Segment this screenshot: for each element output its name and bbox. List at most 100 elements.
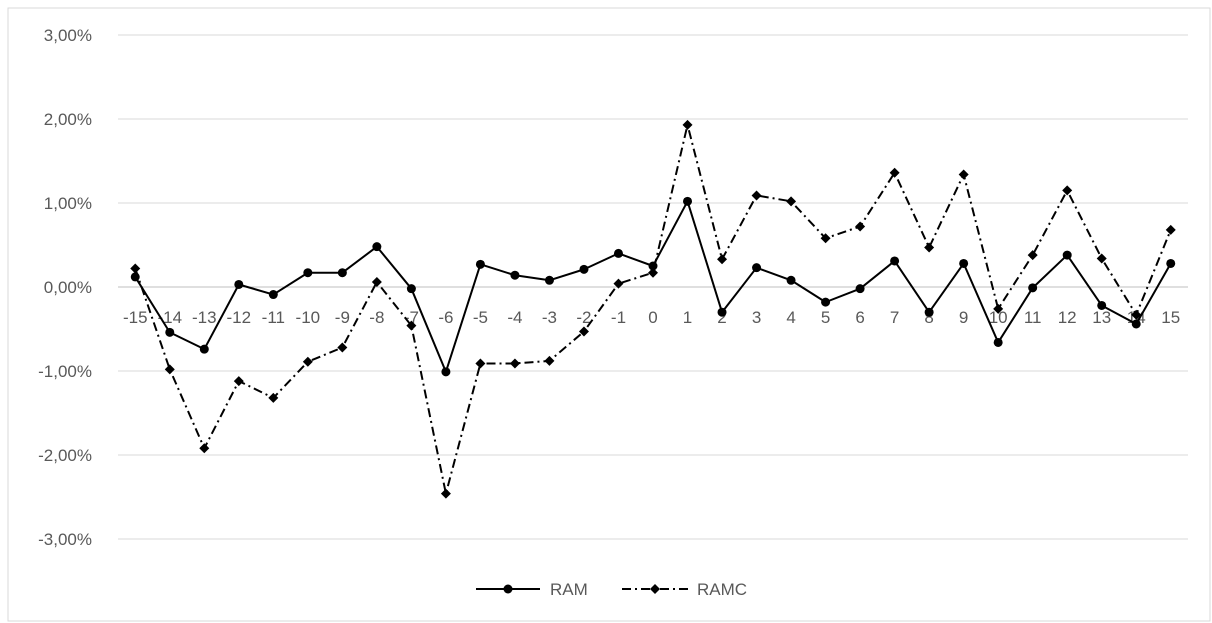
series-ram-point <box>1062 250 1072 260</box>
series-ram-point <box>890 256 900 266</box>
x-tick-label: 6 <box>855 308 864 327</box>
series-ramc-point <box>1165 224 1176 235</box>
x-tick-label: -2 <box>576 308 591 327</box>
x-tick-label: -1 <box>611 308 626 327</box>
series-ram-point <box>1166 258 1176 268</box>
series-ram-point <box>648 261 658 271</box>
y-tick-label: -3,00% <box>38 530 92 549</box>
series-ramc-point <box>820 233 831 244</box>
y-tick-label: -1,00% <box>38 362 92 381</box>
x-tick-label: 9 <box>959 308 968 327</box>
series-ram-point <box>717 307 727 317</box>
x-tick-label: 0 <box>648 308 657 327</box>
x-tick-label: 15 <box>1161 308 1180 327</box>
x-tick-label: -6 <box>438 308 453 327</box>
x-tick-label: -9 <box>335 308 350 327</box>
series-ramc-point <box>682 119 693 130</box>
series-ramc-point <box>1027 250 1038 261</box>
series-ramc-point <box>717 254 728 265</box>
series-ram-point <box>544 275 554 285</box>
x-tick-label: 1 <box>683 308 692 327</box>
series-ramc-point <box>855 221 866 232</box>
series-ram-point <box>475 259 485 269</box>
x-tick-label: 5 <box>821 308 830 327</box>
series-ram-point <box>959 258 969 268</box>
x-tick-label: 3 <box>752 308 761 327</box>
legend-ram-label: RAM <box>550 580 588 599</box>
y-tick-label: 3,00% <box>44 26 92 45</box>
x-tick-label: 13 <box>1092 308 1111 327</box>
series-ram-point <box>786 275 796 285</box>
x-tick-label: -10 <box>296 308 321 327</box>
series-ram-point <box>993 337 1003 347</box>
series-ramc-point <box>924 242 935 253</box>
series-ram-point <box>130 272 140 282</box>
series-ram-point <box>924 307 934 317</box>
series-group <box>130 119 1176 499</box>
y-tick-label: 0,00% <box>44 278 92 297</box>
series-ramc-point <box>1062 185 1073 196</box>
chart-border <box>7 7 1211 622</box>
series-ram-point <box>303 268 313 278</box>
series-ramc-point <box>509 358 520 369</box>
y-tick-label: 1,00% <box>44 194 92 213</box>
series-ram-point <box>510 270 520 280</box>
series-ramc-point <box>130 263 141 274</box>
series-ramc-point <box>958 169 969 180</box>
gridlines <box>118 34 1188 540</box>
series-ram-point <box>199 344 209 354</box>
series-ram-point <box>683 196 693 206</box>
x-tick-label: -12 <box>227 308 252 327</box>
series-ram-point <box>372 242 382 252</box>
series-ramc-point <box>406 320 417 331</box>
series-ram-point <box>234 279 244 289</box>
series-ramc-point <box>302 356 313 367</box>
x-tick-label: -13 <box>192 308 217 327</box>
series-ramc-point <box>993 303 1004 314</box>
series-ramc-point <box>1131 309 1142 320</box>
series-ramc-point <box>199 443 210 454</box>
series-ram-point <box>1131 319 1141 329</box>
y-axis-ticks: 3,00% 2,00% 1,00% 0,00% -1,00% -2,00% -3,00% <box>38 26 92 549</box>
series-ram-point <box>821 297 831 307</box>
series-ramc-point <box>475 358 486 369</box>
x-tick-label: -5 <box>473 308 488 327</box>
x-tick-label: 10 <box>989 308 1008 327</box>
legend: RAM RAMC <box>476 580 747 599</box>
series-ram-point <box>441 367 451 377</box>
x-axis-ticks: -15 -14 -13 -12 -11 -10 -9 -8 -7 -6 -5 -4 -3 -2 -1 0 1 2 3… <box>123 308 1180 327</box>
x-tick-label: -8 <box>369 308 384 327</box>
x-tick-label: 2 <box>717 308 726 327</box>
series-ramc-point <box>613 278 624 289</box>
y-tick-label: 2,00% <box>44 110 92 129</box>
series-ramc-point <box>889 167 900 178</box>
series-ramc-point <box>544 355 555 366</box>
series-ramc-point <box>578 326 589 337</box>
series-ram-point <box>165 327 175 337</box>
x-tick-label: 12 <box>1058 308 1077 327</box>
series-ram-point <box>1097 300 1107 310</box>
series-ramc-point <box>1096 253 1107 264</box>
series-ram-point <box>406 284 416 294</box>
x-tick-label: 11 <box>1024 308 1042 327</box>
series-ram-point <box>337 268 347 278</box>
y-tick-label: -2,00% <box>38 446 92 465</box>
series-ramc-point <box>164 364 175 375</box>
series-ram-point <box>268 290 278 300</box>
legend-ramc-label: RAMC <box>697 580 747 599</box>
series-ramc-point <box>440 488 451 499</box>
legend-ram-marker <box>503 584 513 594</box>
x-tick-label: -15 <box>123 308 148 327</box>
series-ram-point <box>855 284 865 294</box>
x-tick-label: -4 <box>507 308 522 327</box>
series-ramc-point <box>371 276 382 287</box>
series-ram-point <box>579 264 589 274</box>
series-ramc-point <box>233 376 244 387</box>
x-tick-label: 8 <box>924 308 933 327</box>
series-ramc-point <box>337 342 348 353</box>
series-ramc-point <box>648 267 658 278</box>
series-ramc-point <box>268 392 279 403</box>
x-tick-label: -3 <box>542 308 557 327</box>
